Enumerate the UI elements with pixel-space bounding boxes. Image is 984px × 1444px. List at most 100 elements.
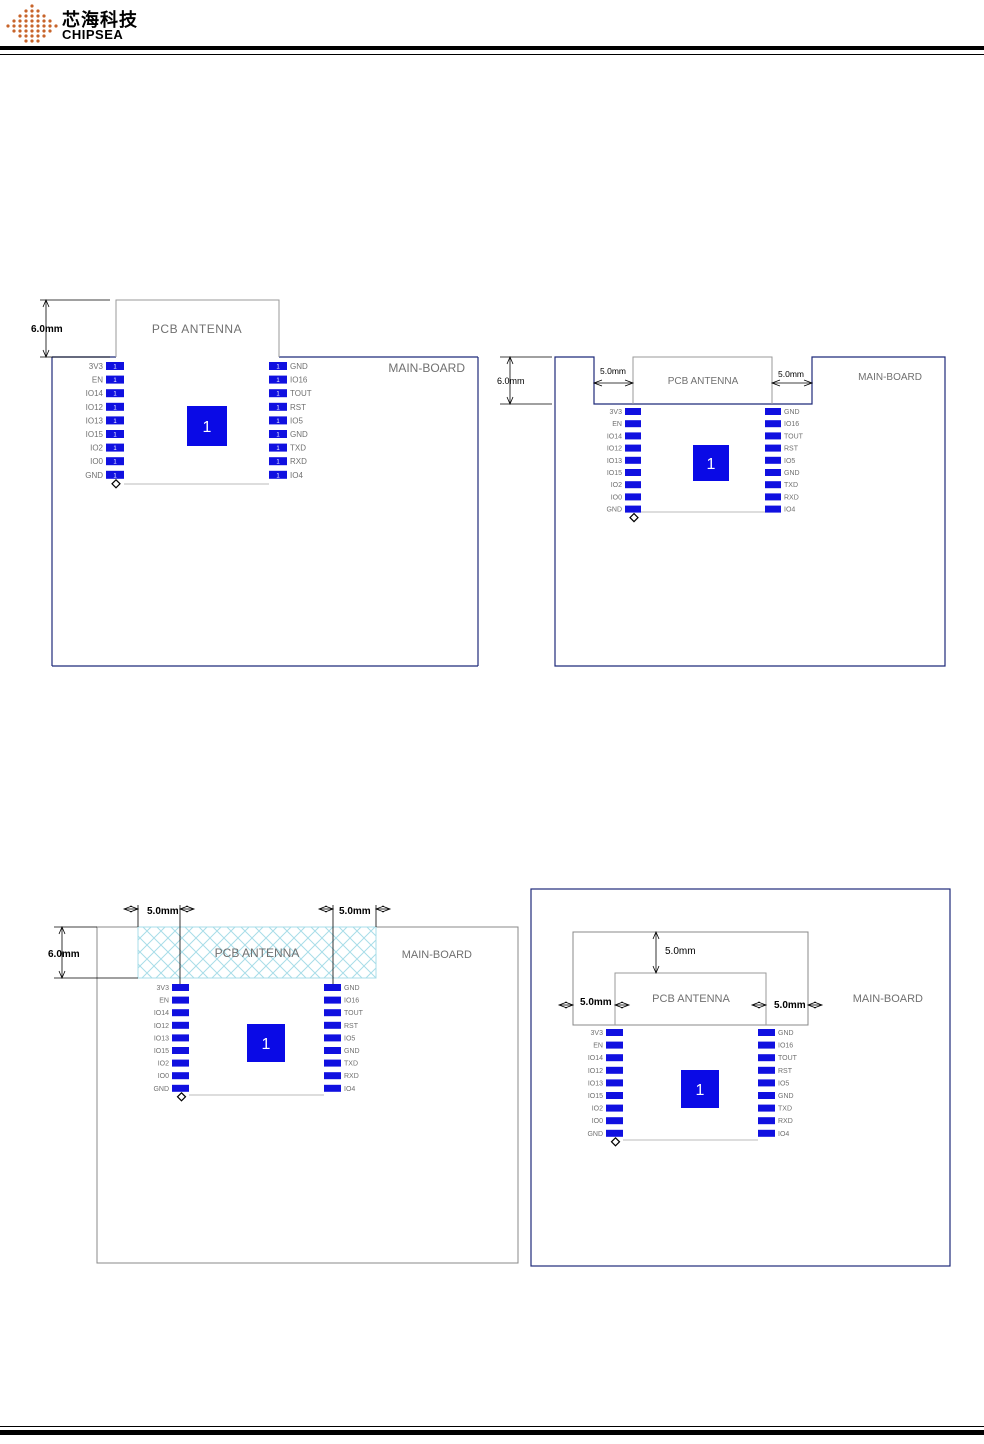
module-pad: [269, 375, 287, 384]
chip-label: 1: [696, 1082, 705, 1099]
dimension-arrow-arrow-left: [374, 905, 385, 913]
module-pad: [106, 470, 124, 479]
module-pad: [758, 1117, 775, 1125]
pad-number-label: 1: [113, 392, 117, 398]
pad-number-label: 1: [276, 433, 280, 439]
module-pad: [106, 402, 124, 411]
module-pad: [324, 1072, 341, 1080]
pin-label-right: IO5: [784, 458, 795, 465]
pin-label-right: TXD: [778, 1106, 792, 1113]
main-board-label: MAIN-BOARD: [402, 949, 472, 961]
dimension-arrow-arrow-left: [178, 905, 189, 913]
module-pad: [269, 430, 287, 438]
module-pad: [625, 481, 641, 489]
pad-number-label: 1: [113, 365, 117, 371]
pad-number-label: 1: [113, 419, 117, 425]
pin-label-left: IO14: [154, 1010, 169, 1017]
pin-label-left: IO2: [592, 1106, 603, 1113]
pin-label-right: TOUT: [290, 389, 312, 398]
module-pad: [106, 375, 124, 384]
module-pad: [758, 1104, 775, 1112]
main-board-outline: [530, 888, 951, 1267]
main-board-label: MAIN-BOARD: [388, 361, 465, 375]
antenna-label: PCB ANTENNA: [668, 376, 739, 387]
pin-label-right: RST: [778, 1068, 793, 1075]
module-pad: [758, 1066, 775, 1074]
pad-number-label: 1: [113, 473, 117, 479]
pad-number-label: 1: [276, 460, 280, 466]
pin-label-left: EN: [159, 998, 169, 1005]
dimension-arrow-arrow-left: [806, 1001, 817, 1009]
pin-label-left: IO13: [588, 1080, 603, 1087]
module-pad: [625, 469, 641, 476]
module-pad: [765, 420, 781, 428]
module-pad: [172, 1072, 189, 1080]
pad-number-label: 1: [276, 392, 280, 398]
pin1-marker-icon: [629, 512, 639, 523]
pin-label-right: RST: [784, 446, 799, 453]
company-name-cn: 芯海科技: [62, 10, 138, 31]
module-pad: [324, 1009, 341, 1017]
pin-label-right: IO16: [344, 998, 359, 1005]
dimension-arrow-arrow-left: [122, 905, 133, 913]
pin-label-right: RXD: [778, 1118, 793, 1125]
main-board-label: MAIN-BOARD: [853, 993, 923, 1005]
module-pad: [606, 1104, 623, 1112]
pin-label-right: GND: [290, 430, 308, 439]
dimension-label: 5.0mm: [580, 997, 612, 1008]
module-pad: [765, 408, 781, 415]
pin-label-right: GND: [784, 470, 800, 477]
pin-label-right: TXD: [344, 1061, 358, 1068]
dimension-arrow-arrow-bottom: [58, 970, 66, 980]
pin-label-left: IO14: [588, 1055, 603, 1062]
module-pad: [765, 481, 781, 489]
pin-label-left: 3V3: [89, 362, 104, 371]
pin-label-right: TOUT: [784, 433, 804, 440]
module-pad: [758, 1054, 775, 1062]
module-pad: [172, 1059, 189, 1067]
company-name-en: CHIPSEA: [62, 27, 124, 42]
module-pad: [765, 505, 781, 513]
dimension-arrow-arrow-bottom: [42, 349, 50, 359]
pin-label-right: RXD: [344, 1073, 359, 1080]
module-pad: [106, 443, 124, 452]
pin-label-right: GND: [344, 1048, 360, 1055]
dimension-arrow-arrow-top: [58, 925, 66, 935]
module-pad: [606, 1066, 623, 1074]
pad-number-label: 1: [113, 460, 117, 466]
dimension-arrow-arrow-right: [324, 905, 335, 913]
pin-label-left: IO14: [86, 389, 104, 398]
module-pad: [606, 1079, 623, 1087]
dimension-arrow-arrow-left: [770, 379, 781, 387]
dimension-arrow-arrow-left: [317, 905, 328, 913]
antenna-outline: [632, 356, 773, 404]
dimension-arrow-arrow-right: [185, 905, 196, 913]
dimension-label: 6.0mm: [48, 949, 80, 960]
pin-label-right: IO16: [290, 376, 308, 385]
pin-label-right: IO4: [290, 471, 303, 480]
module-pad: [765, 432, 781, 440]
pad-number-label: 1: [276, 365, 280, 371]
pin-label-left: EN: [92, 376, 103, 385]
module-pad: [625, 432, 641, 440]
pin-label-right: GND: [344, 985, 360, 992]
module-pad: [172, 1084, 189, 1092]
module-pad: [758, 1041, 775, 1049]
pin-label-right: TXD: [784, 482, 798, 489]
module-pad: [269, 402, 287, 411]
dimension-arrow-arrow-left: [557, 1001, 568, 1009]
pin-label-left: IO15: [86, 430, 104, 439]
module-pad: [269, 362, 287, 370]
module-pad: [765, 493, 781, 501]
pin-label-right: GND: [778, 1093, 794, 1100]
header-rule-thick: [0, 46, 984, 50]
module-pad: [625, 444, 641, 452]
pin-label-left: IO12: [86, 403, 104, 412]
module-pad: [758, 1129, 775, 1137]
dimension-label: 5.0mm: [147, 906, 179, 917]
pin-label-left: IO0: [158, 1073, 169, 1080]
antenna-label: PCB ANTENNA: [152, 322, 242, 336]
dimension-arrow-arrow-right: [620, 1001, 631, 1009]
module-pad: [758, 1079, 775, 1087]
